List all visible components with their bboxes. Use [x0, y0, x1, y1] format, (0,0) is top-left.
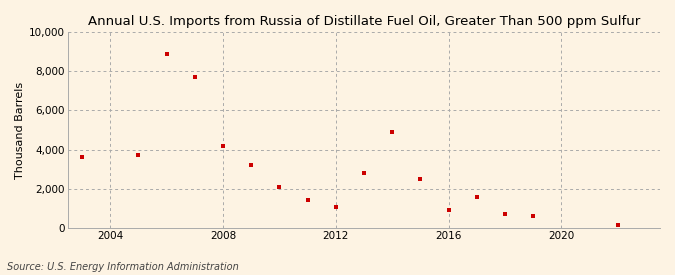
Title: Annual U.S. Imports from Russia of Distillate Fuel Oil, Greater Than 500 ppm Sul: Annual U.S. Imports from Russia of Disti…: [88, 15, 640, 28]
Y-axis label: Thousand Barrels: Thousand Barrels: [15, 81, 25, 178]
Text: Source: U.S. Energy Information Administration: Source: U.S. Energy Information Administ…: [7, 262, 238, 272]
